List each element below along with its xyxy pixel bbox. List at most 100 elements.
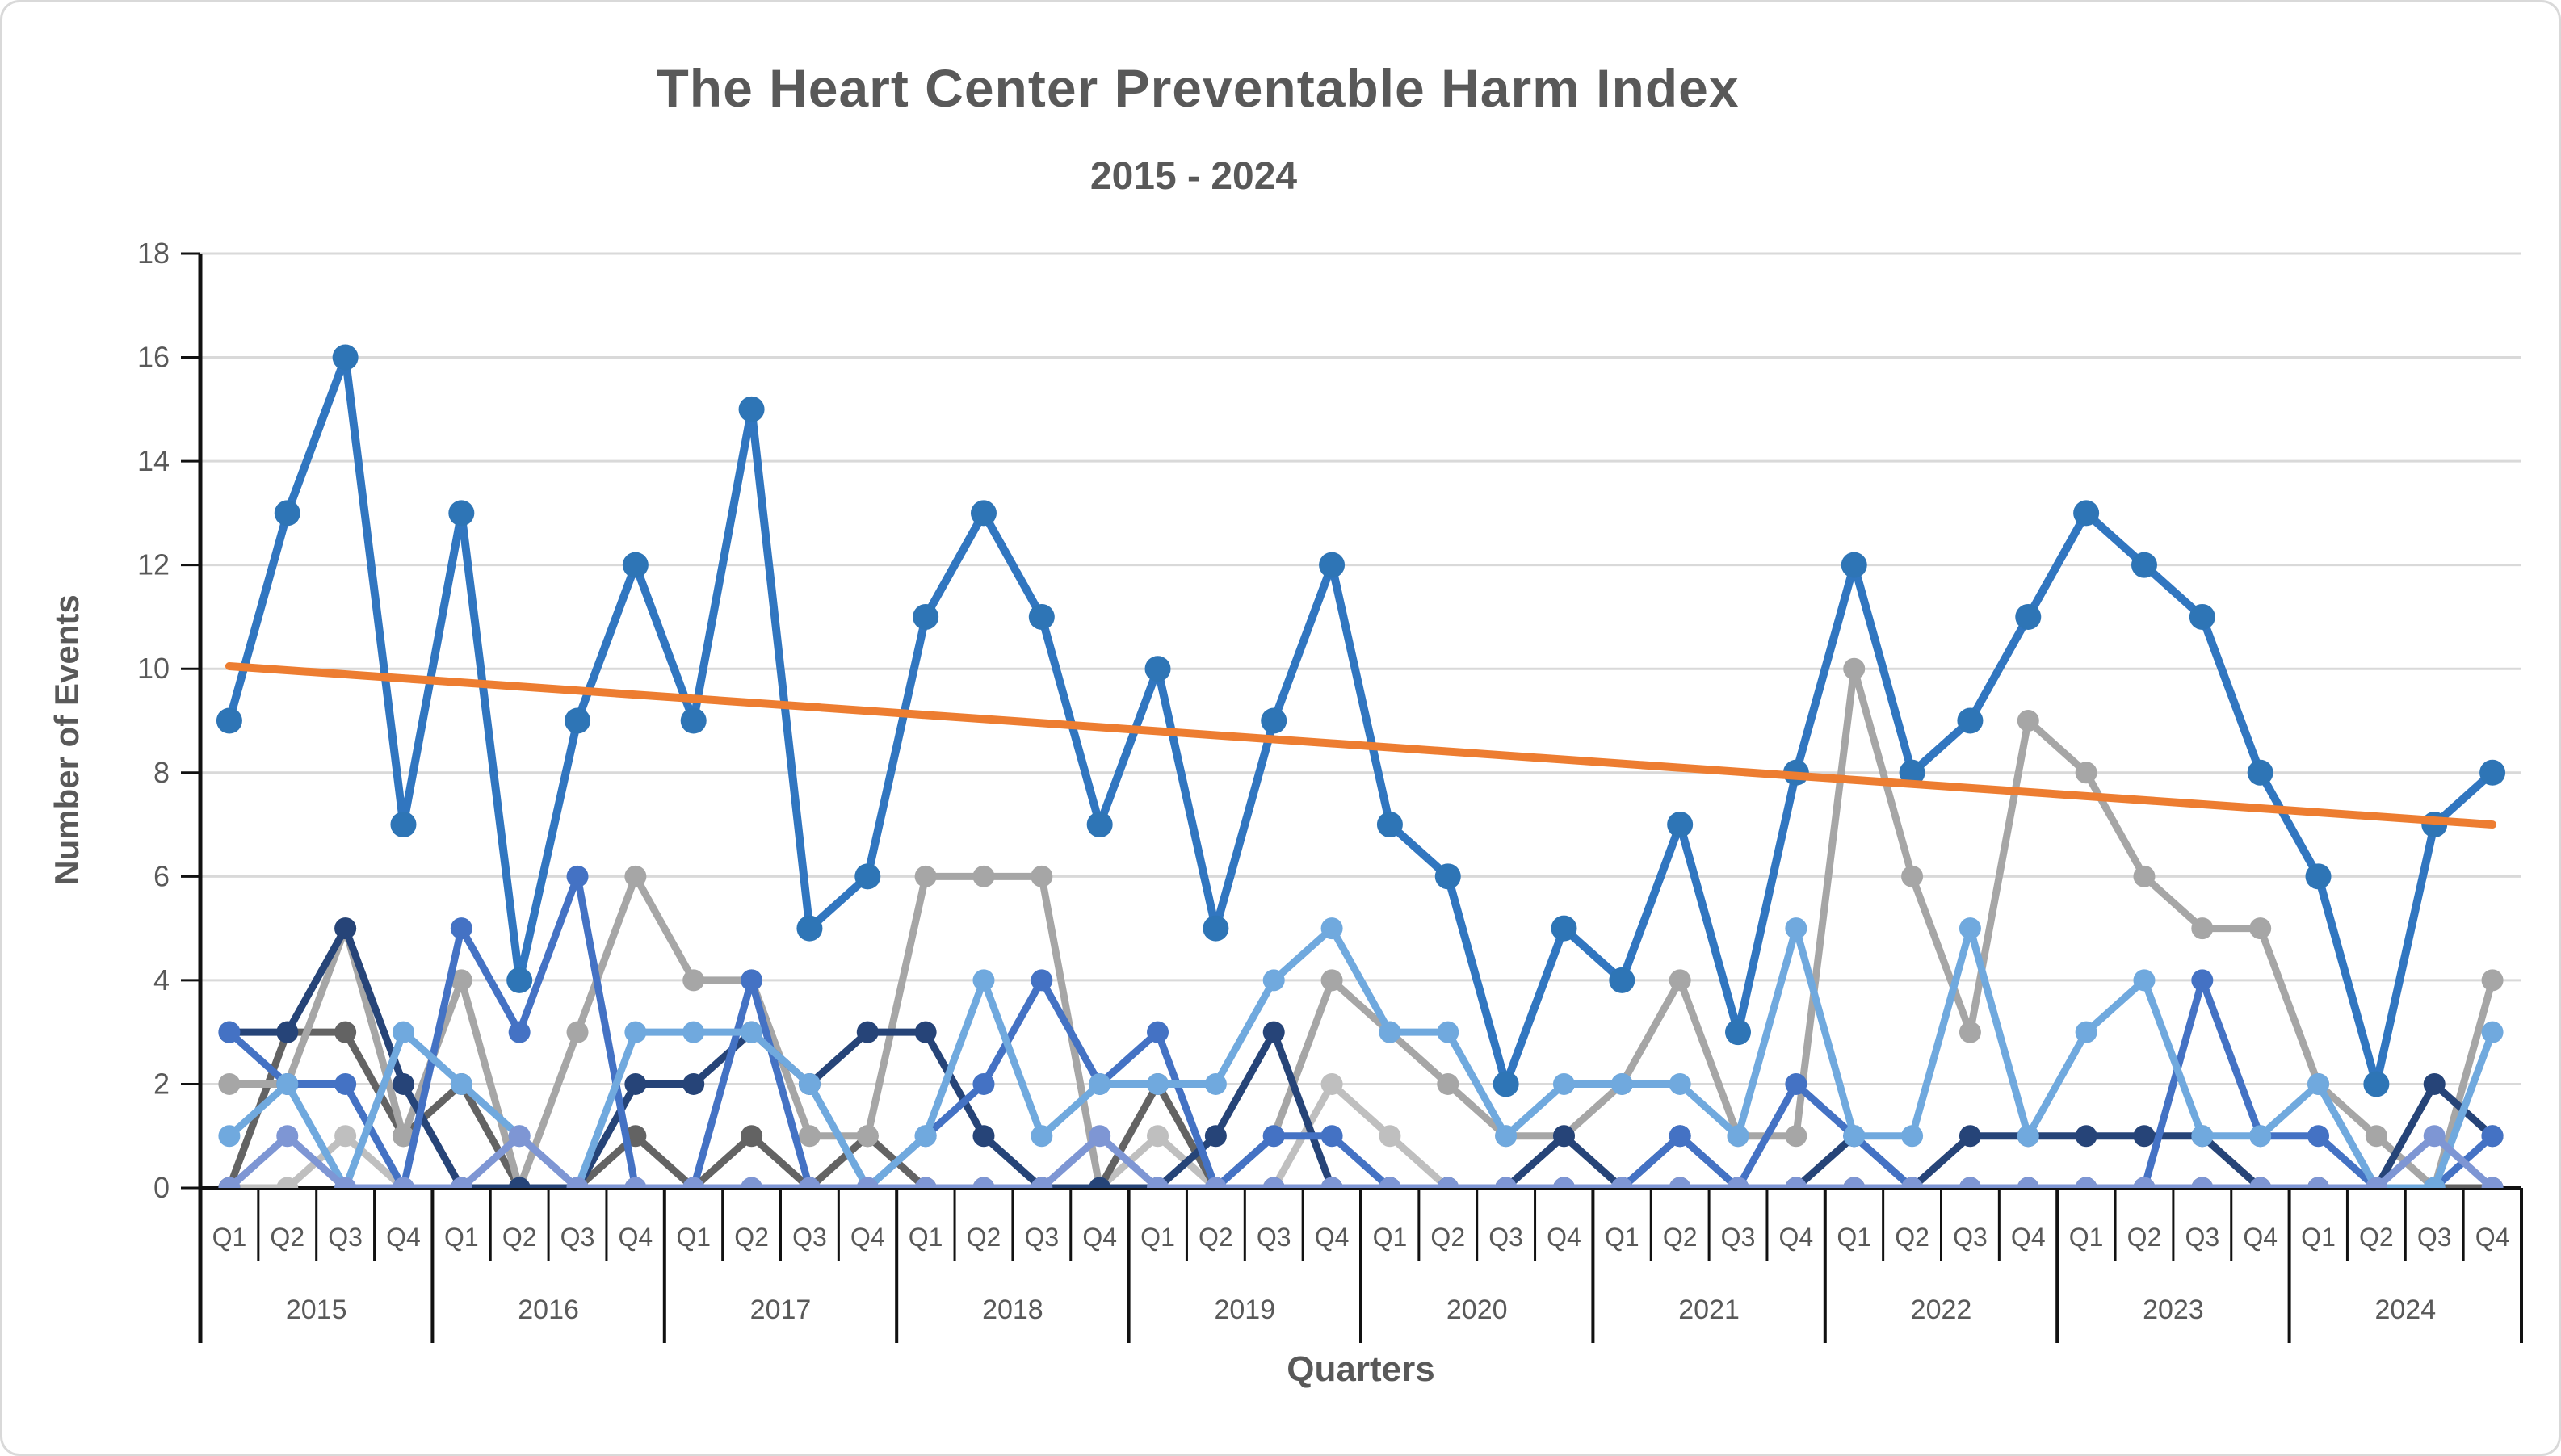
series-marker-light-blue [741,1021,763,1043]
x-tick-label-year: 2020 [1446,1294,1508,1325]
x-tick-label-quarter: Q2 [1199,1223,1233,1252]
series-marker-royal-blue [566,865,589,887]
series-marker-periwinkle-blue [1727,1177,1749,1188]
series-marker-primary-blue-total [2131,552,2157,578]
series-marker-light-blue [1204,1072,1227,1095]
x-tick-label-quarter: Q1 [2069,1223,2104,1252]
series-marker-periwinkle-blue [276,1125,299,1148]
series-marker-navy-blue [682,1072,705,1095]
series-marker-royal-blue [1262,1125,1285,1148]
series-marker-periwinkle-blue [2249,1177,2272,1188]
series-marker-navy-blue [392,1072,414,1095]
series-marker-gray [566,1021,589,1043]
x-tick-label-quarter: Q3 [792,1223,827,1252]
x-tick-label-quarter: Q4 [2475,1223,2510,1252]
series-marker-light-blue [392,1021,414,1043]
y-tick-label-0: 0 [153,1171,170,1204]
series-marker-periwinkle-blue [392,1177,414,1188]
series-marker-navy-blue [334,917,357,940]
series-marker-gray [682,969,705,992]
series-marker-primary-blue-total [2479,759,2506,786]
series-marker-navy-blue [276,1021,299,1043]
series-marker-light-blue [2133,969,2156,992]
series-line-light-blue [225,925,2496,1188]
series-marker-primary-blue-total [2305,863,2332,890]
x-tick-label-quarter: Q4 [2011,1223,2046,1252]
series-marker-primary-blue-total [216,707,242,734]
series-marker-periwinkle-blue [972,1177,995,1188]
x-tick-label-quarter: Q2 [2359,1223,2394,1252]
series-marker-periwinkle-blue [682,1177,705,1188]
x-tick-label-quarter: Q1 [212,1223,247,1252]
x-axis-title: Quarters [1287,1349,1435,1389]
series-marker-gray [624,865,647,887]
series-marker-light-blue [276,1072,299,1095]
series-marker-light-blue [1437,1021,1459,1043]
y-tick-label-16: 16 [137,341,170,374]
series-marker-primary-blue-total [1376,812,1403,838]
y-tick-label-6: 6 [153,859,170,892]
x-tick-label-quarter: Q3 [2185,1223,2219,1252]
x-tick-label-quarter: Q4 [386,1223,421,1252]
series-marker-periwinkle-blue [1437,1177,1459,1188]
series-marker-royal-blue [2481,1125,2504,1148]
series-marker-periwinkle-blue [1843,1177,1866,1188]
series-marker-periwinkle-blue [1262,1177,1285,1188]
series-marker-primary-blue-total [2073,500,2100,527]
x-tick-label-quarter: Q3 [560,1223,595,1252]
series-marker-light-blue [914,1125,937,1148]
series-marker-light-blue [1959,917,1981,940]
y-tick-label-8: 8 [153,756,170,789]
series-marker-primary-blue-total [738,396,765,422]
series-marker-periwinkle-blue [914,1177,937,1188]
series-marker-periwinkle-blue [1147,1177,1169,1188]
series-marker-light-blue [2423,1177,2446,1188]
series-marker-primary-blue-total [622,552,649,578]
series-marker-light-blue [1901,1125,1924,1148]
series-marker-primary-blue-total [390,812,417,838]
series-marker-navy-blue [1204,1125,1227,1148]
x-tick-label-quarter: Q1 [444,1223,479,1252]
series-marker-light-blue [1843,1125,1866,1148]
x-tick-label-quarter: Q3 [1721,1223,1756,1252]
series-marker-light-blue [2075,1021,2097,1043]
series-marker-navy-blue [2423,1072,2446,1095]
series-marker-gray [798,1125,821,1148]
series-marker-gray [450,969,472,992]
series-marker-primary-blue-total [2363,1071,2390,1097]
x-tick-label-quarter: Q4 [619,1223,653,1252]
series-marker-gray [392,1125,414,1148]
series-marker-royal-blue [334,1072,357,1095]
series-marker-royal-blue [1669,1125,1691,1148]
series-marker-royal-blue [2191,969,2214,992]
series-marker-royal-blue [741,969,763,992]
series-marker-periwinkle-blue [2307,1177,2330,1188]
x-tick-label-year: 2018 [982,1294,1043,1325]
series-line-navy-blue [225,925,2496,1188]
series-marker-gray [1959,1021,1981,1043]
series-marker-periwinkle-blue [798,1177,821,1188]
series-marker-periwinkle-blue [1552,1177,1575,1188]
series-marker-primary-blue-total [1086,812,1113,838]
y-tick-label-12: 12 [137,548,170,581]
series-marker-gray [1437,1072,1459,1095]
x-tick-label-year: 2019 [1214,1294,1275,1325]
series-marker-light-blue [1610,1072,1633,1095]
series-marker-light-blue [1669,1072,1691,1095]
series-marker-light-blue [972,969,995,992]
series-marker-light-blue [2017,1125,2039,1148]
series-marker-primary-blue-total [1144,656,1171,682]
x-tick-label-quarter: Q4 [850,1223,885,1252]
x-tick-label-quarter: Q2 [1430,1223,1465,1252]
series-marker-light-blue [2249,1125,2272,1148]
series-marker-light-blue [1495,1125,1518,1148]
series-marker-periwinkle-blue [2133,1177,2156,1188]
y-tick-label-10: 10 [137,652,170,685]
x-tick-label-quarter: Q1 [909,1223,943,1252]
series-marker-primary-blue-total [796,915,823,942]
series-marker-light-gray [1320,1072,1343,1095]
x-tick-label-quarter: Q2 [734,1223,769,1252]
series-marker-periwinkle-blue [856,1177,879,1188]
series-marker-primary-blue-total [2247,759,2273,786]
series-marker-periwinkle-blue [1379,1177,1401,1188]
